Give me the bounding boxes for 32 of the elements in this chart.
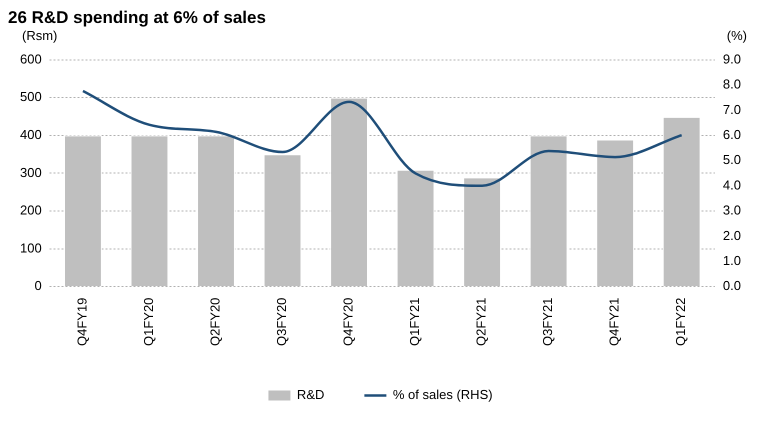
x-tick-label: Q4FY20 bbox=[340, 298, 356, 346]
y2-tick-label: 2.0 bbox=[722, 228, 742, 243]
y-tick-label: 600 bbox=[20, 51, 42, 66]
y2-tick-label: 5.0 bbox=[722, 152, 742, 168]
y-axis-title: (Rsm) bbox=[22, 28, 58, 44]
y2-tick-label: 3.0 bbox=[722, 202, 742, 218]
chart-title: 26 R&D spending at 6% of sales bbox=[8, 8, 267, 28]
x-tick-label: Q4FY19 bbox=[74, 298, 90, 346]
y2-tick-label: 0.0 bbox=[722, 278, 742, 294]
y-tick-label: 400 bbox=[20, 126, 42, 142]
y2-axis-title: (%) bbox=[726, 28, 747, 44]
x-tick-label: Q1FY21 bbox=[407, 298, 422, 346]
x-tick-label: Q4FY21 bbox=[606, 298, 622, 346]
y2-tick-label: 4.0 bbox=[722, 177, 742, 192]
legend-label: % of sales (RHS) bbox=[392, 387, 493, 402]
x-tick-label: Q2FY20 bbox=[208, 298, 223, 346]
y-tick-label: 100 bbox=[20, 240, 42, 256]
y2-tick-label: 8.0 bbox=[722, 76, 742, 92]
y-tick-label: 0 bbox=[34, 278, 42, 294]
y-tick-label: 300 bbox=[20, 164, 42, 180]
y2-tick-label: 9.0 bbox=[722, 51, 742, 66]
x-tick-label: Q1FY20 bbox=[141, 298, 156, 346]
x-tick-label: Q3FY21 bbox=[540, 298, 556, 346]
legend-label: R&D bbox=[296, 387, 324, 402]
x-tick-label: Q2FY21 bbox=[474, 298, 489, 346]
y2-tick-label: 6.0 bbox=[722, 126, 742, 142]
x-tick-label: Q1FY22 bbox=[673, 298, 688, 346]
y-tick-label: 500 bbox=[20, 89, 42, 104]
y2-tick-label: 7.0 bbox=[722, 102, 742, 117]
y2-tick-label: 1.0 bbox=[722, 252, 742, 268]
x-tick-label: Q3FY20 bbox=[274, 298, 290, 346]
y-tick-label: 200 bbox=[20, 202, 42, 218]
